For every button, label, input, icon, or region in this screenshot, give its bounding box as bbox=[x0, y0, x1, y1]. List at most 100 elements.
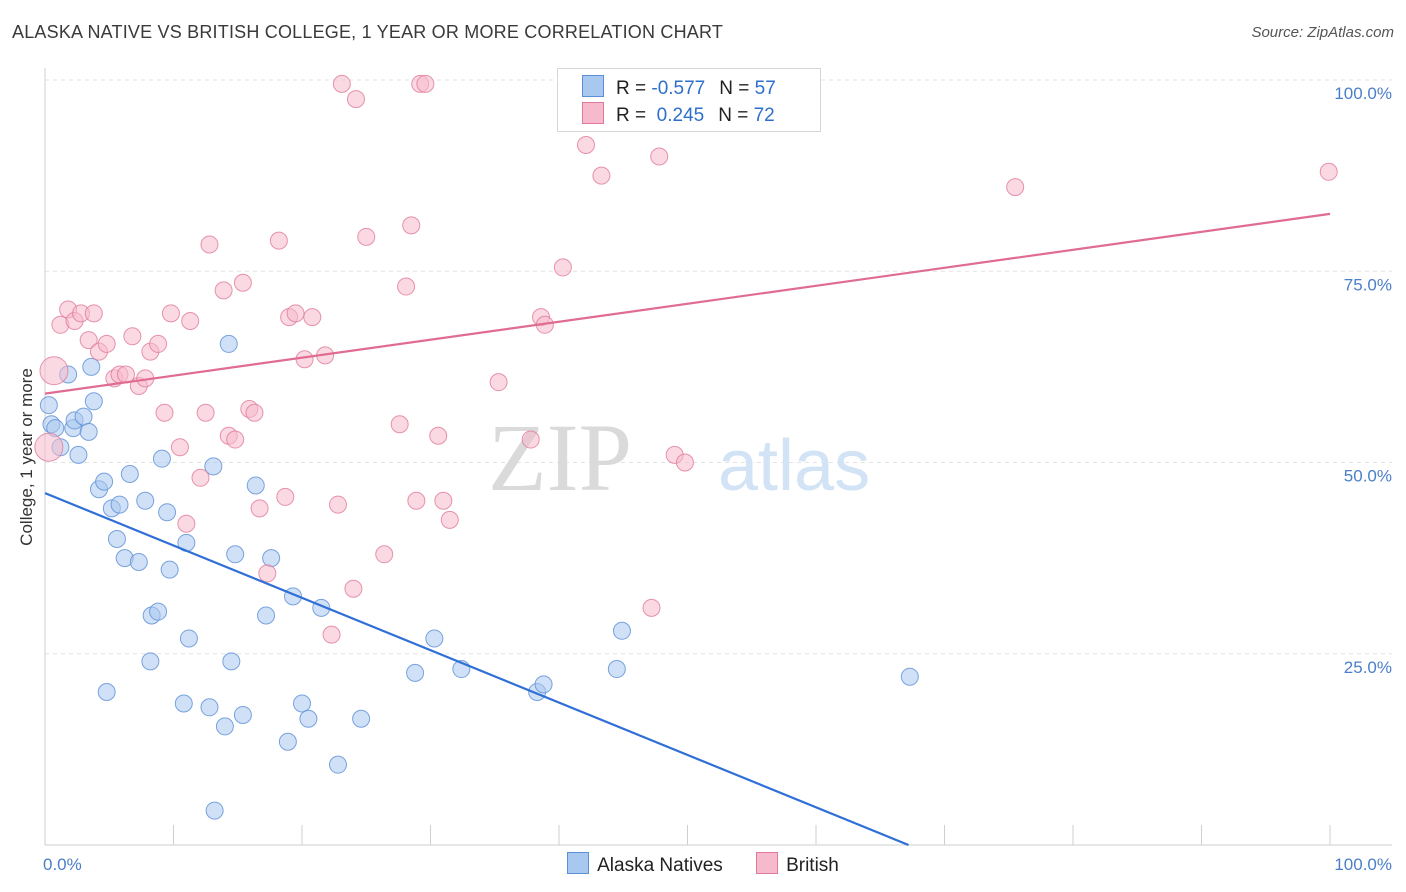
data-point bbox=[276, 487, 295, 506]
r-value: 0.245 bbox=[651, 105, 705, 126]
data-point bbox=[174, 694, 193, 713]
data-point bbox=[278, 732, 297, 751]
tick-labels: 100.0% 75.0% 50.0% 25.0% 0.0% 100.0% bbox=[43, 84, 1392, 874]
data-point bbox=[592, 166, 611, 185]
data-point bbox=[158, 503, 177, 522]
legend-item-british[interactable]: British bbox=[756, 852, 839, 877]
data-point bbox=[328, 755, 347, 774]
data-point bbox=[34, 432, 64, 462]
data-point bbox=[650, 147, 669, 166]
data-point bbox=[293, 694, 311, 713]
n-value: 57 bbox=[754, 78, 776, 99]
data-point bbox=[332, 74, 351, 93]
legend-label: Alaska Natives bbox=[597, 855, 723, 876]
data-point bbox=[346, 90, 365, 109]
data-point bbox=[200, 698, 219, 717]
data-point bbox=[123, 327, 142, 346]
data-point bbox=[39, 356, 69, 386]
data-point bbox=[576, 136, 595, 155]
data-point bbox=[233, 273, 252, 292]
data-point bbox=[440, 510, 459, 529]
data-point bbox=[233, 705, 252, 724]
data-point bbox=[250, 499, 269, 518]
data-point bbox=[205, 801, 224, 820]
data-point bbox=[222, 652, 241, 671]
data-point bbox=[155, 403, 174, 422]
data-point bbox=[97, 334, 116, 353]
gridlines bbox=[45, 79, 1392, 655]
data-point bbox=[397, 277, 416, 296]
data-point bbox=[39, 396, 58, 415]
data-point bbox=[204, 457, 223, 476]
legend-swatch-alaska-natives bbox=[567, 852, 590, 874]
data-point bbox=[200, 235, 219, 254]
legend-swatch-alaska bbox=[582, 75, 604, 97]
y-tick-label: 75.0% bbox=[1344, 275, 1392, 294]
data-point bbox=[149, 334, 168, 353]
data-point bbox=[79, 331, 98, 350]
data-point bbox=[357, 227, 376, 246]
data-point bbox=[286, 304, 305, 323]
data-point bbox=[160, 560, 179, 579]
data-point bbox=[152, 449, 171, 468]
data-point bbox=[84, 304, 103, 323]
data-point bbox=[226, 545, 245, 564]
data-point bbox=[612, 621, 631, 640]
data-point bbox=[406, 663, 425, 682]
data-point bbox=[79, 422, 98, 441]
data-point bbox=[136, 491, 155, 510]
data-point bbox=[521, 430, 540, 449]
data-point bbox=[149, 602, 168, 621]
data-point bbox=[191, 468, 210, 487]
data-points bbox=[34, 74, 1338, 820]
data-point bbox=[262, 549, 281, 568]
watermark-atlas: atlas bbox=[718, 426, 870, 506]
y-tick-label: 100.0% bbox=[1334, 84, 1392, 103]
data-point bbox=[129, 552, 148, 571]
data-point bbox=[110, 495, 129, 514]
data-point bbox=[120, 464, 139, 483]
data-point bbox=[97, 683, 116, 701]
series-legend: Alaska Natives British bbox=[0, 852, 1406, 877]
data-point bbox=[352, 709, 371, 728]
trend-line bbox=[44, 212, 1331, 395]
data-point bbox=[170, 438, 189, 457]
data-point bbox=[181, 311, 200, 330]
data-point bbox=[107, 530, 126, 548]
data-point bbox=[429, 426, 448, 445]
data-point bbox=[219, 334, 238, 353]
data-point bbox=[246, 476, 265, 495]
data-point bbox=[245, 403, 264, 422]
watermark-zip: ZIP bbox=[488, 404, 632, 511]
legend-row-british: R = 0.245 N = 72 bbox=[582, 102, 775, 128]
y-axis-label: College, 1 year or more bbox=[17, 368, 36, 546]
data-point bbox=[95, 472, 114, 491]
y-tick-label: 25.0% bbox=[1344, 658, 1392, 677]
n-label: N = bbox=[718, 105, 754, 126]
trend-line bbox=[44, 492, 909, 847]
data-point bbox=[607, 660, 626, 679]
x-tick-label: 100.0% bbox=[1334, 855, 1392, 874]
data-point bbox=[322, 625, 341, 644]
data-point bbox=[82, 357, 101, 376]
data-point bbox=[215, 717, 234, 736]
data-point bbox=[141, 652, 160, 671]
data-point bbox=[416, 74, 435, 93]
data-point bbox=[489, 373, 508, 392]
data-point bbox=[900, 667, 919, 686]
data-point bbox=[161, 304, 180, 323]
data-point bbox=[1006, 178, 1025, 197]
legend-swatch-british bbox=[756, 852, 779, 874]
data-point bbox=[258, 564, 277, 583]
r-label: R = bbox=[616, 105, 652, 126]
data-point bbox=[344, 579, 363, 598]
data-point bbox=[179, 629, 198, 648]
data-point bbox=[257, 606, 276, 625]
data-point bbox=[214, 281, 233, 300]
data-point bbox=[299, 709, 318, 728]
legend-item-alaska-natives[interactable]: Alaska Natives bbox=[567, 852, 723, 877]
data-point bbox=[84, 392, 103, 411]
data-point bbox=[553, 258, 572, 277]
legend-row-alaska: R = -0.577 N = 57 bbox=[582, 75, 776, 101]
chart-title: ALASKA NATIVE VS BRITISH COLLEGE, 1 YEAR… bbox=[12, 22, 724, 42]
